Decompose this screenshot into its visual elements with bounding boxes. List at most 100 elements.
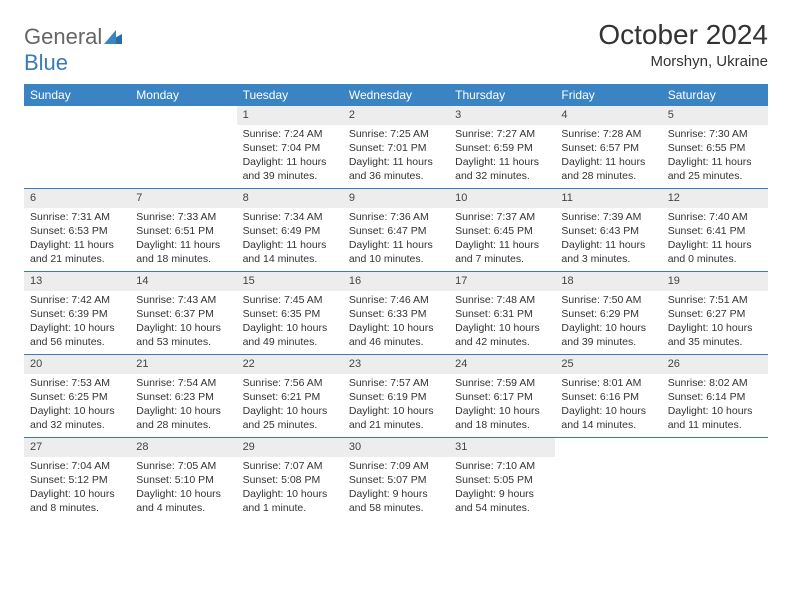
day-line: and 1 minute. — [243, 501, 337, 515]
day-cell: 22Sunrise: 7:56 AMSunset: 6:21 PMDayligh… — [237, 355, 343, 437]
day-body: Sunrise: 7:09 AMSunset: 5:07 PMDaylight:… — [343, 457, 449, 520]
day-body: Sunrise: 7:46 AMSunset: 6:33 PMDaylight:… — [343, 291, 449, 354]
day-line: Sunrise: 7:48 AM — [455, 293, 549, 307]
day-number: 27 — [24, 438, 130, 457]
day-line: and 32 minutes. — [455, 169, 549, 183]
day-line: and 53 minutes. — [136, 335, 230, 349]
day-body: Sunrise: 7:10 AMSunset: 5:05 PMDaylight:… — [449, 457, 555, 520]
day-line: and 11 minutes. — [668, 418, 762, 432]
weekday-header: Friday — [555, 84, 661, 106]
day-line: and 0 minutes. — [668, 252, 762, 266]
day-body: Sunrise: 7:31 AMSunset: 6:53 PMDaylight:… — [24, 208, 130, 271]
day-line: Sunrise: 7:07 AM — [243, 459, 337, 473]
day-cell: 19Sunrise: 7:51 AMSunset: 6:27 PMDayligh… — [662, 272, 768, 354]
day-number: 16 — [343, 272, 449, 291]
day-line: Sunrise: 7:30 AM — [668, 127, 762, 141]
day-line: Sunset: 6:51 PM — [136, 224, 230, 238]
day-line: Daylight: 11 hours — [30, 238, 124, 252]
day-cell: 15Sunrise: 7:45 AMSunset: 6:35 PMDayligh… — [237, 272, 343, 354]
weekday-header: Monday — [130, 84, 236, 106]
day-cell: 10Sunrise: 7:37 AMSunset: 6:45 PMDayligh… — [449, 189, 555, 271]
day-number: 4 — [555, 106, 661, 125]
day-line: Daylight: 10 hours — [243, 487, 337, 501]
day-line: Sunset: 6:29 PM — [561, 307, 655, 321]
weeks-container: 1Sunrise: 7:24 AMSunset: 7:04 PMDaylight… — [24, 106, 768, 520]
day-body: Sunrise: 7:42 AMSunset: 6:39 PMDaylight:… — [24, 291, 130, 354]
day-line: Sunrise: 7:40 AM — [668, 210, 762, 224]
day-line: Sunrise: 7:42 AM — [30, 293, 124, 307]
day-line: Daylight: 11 hours — [455, 155, 549, 169]
day-line: Sunrise: 7:51 AM — [668, 293, 762, 307]
day-number: 5 — [662, 106, 768, 125]
day-line: Daylight: 11 hours — [668, 155, 762, 169]
day-cell: 1Sunrise: 7:24 AMSunset: 7:04 PMDaylight… — [237, 106, 343, 188]
month-title: October 2024 — [598, 20, 768, 51]
day-line: Sunset: 6:23 PM — [136, 390, 230, 404]
day-line: Sunset: 6:39 PM — [30, 307, 124, 321]
day-line: Sunrise: 7:28 AM — [561, 127, 655, 141]
day-body: Sunrise: 7:33 AMSunset: 6:51 PMDaylight:… — [130, 208, 236, 271]
day-body: Sunrise: 7:28 AMSunset: 6:57 PMDaylight:… — [555, 125, 661, 188]
day-line: Sunrise: 7:53 AM — [30, 376, 124, 390]
day-line: and 28 minutes. — [561, 169, 655, 183]
day-line: Sunset: 6:59 PM — [455, 141, 549, 155]
day-line: Daylight: 10 hours — [30, 321, 124, 335]
day-number: 1 — [237, 106, 343, 125]
day-number: 28 — [130, 438, 236, 457]
day-line: Daylight: 11 hours — [136, 238, 230, 252]
day-line: Sunset: 6:43 PM — [561, 224, 655, 238]
day-body: Sunrise: 7:54 AMSunset: 6:23 PMDaylight:… — [130, 374, 236, 437]
day-body: Sunrise: 7:40 AMSunset: 6:41 PMDaylight:… — [662, 208, 768, 271]
day-line: Sunrise: 8:02 AM — [668, 376, 762, 390]
day-number: 23 — [343, 355, 449, 374]
day-line: and 18 minutes. — [136, 252, 230, 266]
day-body: Sunrise: 7:48 AMSunset: 6:31 PMDaylight:… — [449, 291, 555, 354]
day-line: Daylight: 10 hours — [668, 404, 762, 418]
day-line: Daylight: 10 hours — [455, 404, 549, 418]
week-row: 13Sunrise: 7:42 AMSunset: 6:39 PMDayligh… — [24, 272, 768, 355]
day-line: Sunrise: 7:50 AM — [561, 293, 655, 307]
day-cell: 20Sunrise: 7:53 AMSunset: 6:25 PMDayligh… — [24, 355, 130, 437]
day-line: Sunrise: 7:33 AM — [136, 210, 230, 224]
day-line: Daylight: 9 hours — [349, 487, 443, 501]
day-line: and 21 minutes. — [30, 252, 124, 266]
day-body: Sunrise: 7:51 AMSunset: 6:27 PMDaylight:… — [662, 291, 768, 354]
day-line: Daylight: 10 hours — [668, 321, 762, 335]
day-line: Sunrise: 7:43 AM — [136, 293, 230, 307]
day-line: and 25 minutes. — [243, 418, 337, 432]
day-line: Sunset: 6:41 PM — [668, 224, 762, 238]
day-line: Sunset: 6:14 PM — [668, 390, 762, 404]
day-number: 15 — [237, 272, 343, 291]
day-line: Sunset: 5:08 PM — [243, 473, 337, 487]
day-line: Sunrise: 7:05 AM — [136, 459, 230, 473]
day-line: Sunset: 6:45 PM — [455, 224, 549, 238]
day-line: and 18 minutes. — [455, 418, 549, 432]
day-line: Sunset: 6:37 PM — [136, 307, 230, 321]
day-line: Sunrise: 7:57 AM — [349, 376, 443, 390]
day-line: Sunset: 5:12 PM — [30, 473, 124, 487]
day-cell: 18Sunrise: 7:50 AMSunset: 6:29 PMDayligh… — [555, 272, 661, 354]
day-line: Daylight: 11 hours — [243, 155, 337, 169]
week-row: 20Sunrise: 7:53 AMSunset: 6:25 PMDayligh… — [24, 355, 768, 438]
week-row: 27Sunrise: 7:04 AMSunset: 5:12 PMDayligh… — [24, 438, 768, 520]
day-number: 24 — [449, 355, 555, 374]
day-body: Sunrise: 7:27 AMSunset: 6:59 PMDaylight:… — [449, 125, 555, 188]
day-line: Sunset: 7:01 PM — [349, 141, 443, 155]
day-cell: 9Sunrise: 7:36 AMSunset: 6:47 PMDaylight… — [343, 189, 449, 271]
day-line: Sunrise: 7:46 AM — [349, 293, 443, 307]
day-number: 31 — [449, 438, 555, 457]
day-cell: 21Sunrise: 7:54 AMSunset: 6:23 PMDayligh… — [130, 355, 236, 437]
day-line: Sunrise: 7:36 AM — [349, 210, 443, 224]
day-body: Sunrise: 8:02 AMSunset: 6:14 PMDaylight:… — [662, 374, 768, 437]
day-cell — [662, 438, 768, 520]
day-body: Sunrise: 7:36 AMSunset: 6:47 PMDaylight:… — [343, 208, 449, 271]
day-line: Daylight: 11 hours — [561, 155, 655, 169]
day-line: and 3 minutes. — [561, 252, 655, 266]
day-line: and 25 minutes. — [668, 169, 762, 183]
day-line: and 58 minutes. — [349, 501, 443, 515]
day-line: Sunset: 6:17 PM — [455, 390, 549, 404]
day-line: Sunset: 6:27 PM — [668, 307, 762, 321]
day-line: Daylight: 11 hours — [561, 238, 655, 252]
day-number: 21 — [130, 355, 236, 374]
day-cell: 2Sunrise: 7:25 AMSunset: 7:01 PMDaylight… — [343, 106, 449, 188]
